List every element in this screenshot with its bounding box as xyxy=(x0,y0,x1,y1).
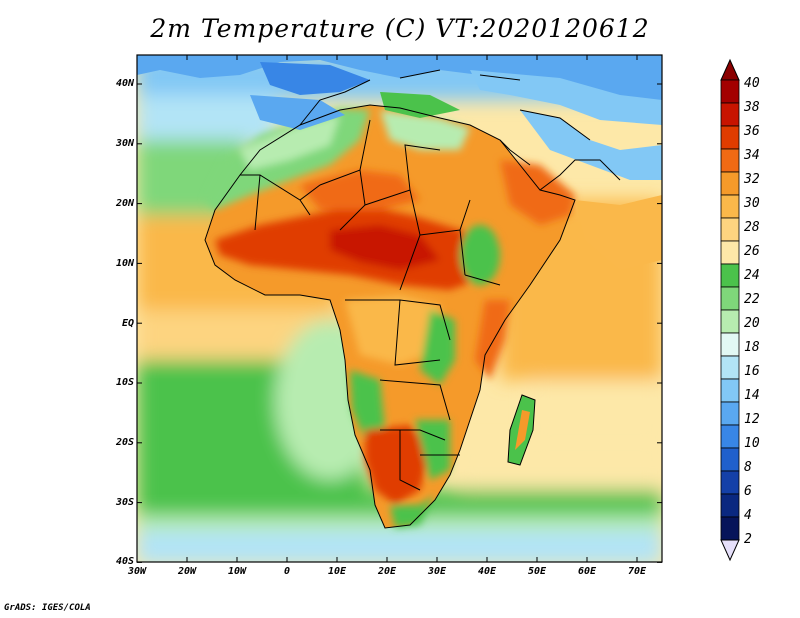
lat-label-10s: 10S xyxy=(115,377,134,388)
colorbar-bin xyxy=(720,447,740,472)
colorbar-label-28: 28 xyxy=(744,220,760,235)
colorbar xyxy=(720,58,740,562)
colorbar-label-14: 14 xyxy=(744,388,760,403)
colorbar-label-2: 2 xyxy=(744,532,752,547)
colorbar-top-triangle xyxy=(720,58,740,81)
colorbar-label-26: 26 xyxy=(744,244,760,259)
colorbar-label-38: 38 xyxy=(744,100,760,115)
map-title: 2m Temperature (C) VT:2020120612 xyxy=(150,14,650,43)
lon-label-40e: 40E xyxy=(477,566,497,577)
map-frame xyxy=(136,54,663,563)
lon-label-10e: 10E xyxy=(327,566,347,577)
lon-label-70e: 70E xyxy=(627,566,647,577)
lat-label-40s: 40S xyxy=(115,556,134,567)
colorbar-label-10: 10 xyxy=(744,436,760,451)
colorbar-bin xyxy=(720,79,740,104)
colorbar-label-12: 12 xyxy=(744,412,760,427)
colorbar-label-16: 16 xyxy=(744,364,760,379)
colorbar-bin xyxy=(720,424,740,449)
lon-label-0: 0 xyxy=(283,566,291,577)
colorbar-bin xyxy=(720,148,740,173)
colorbar-bin xyxy=(720,263,740,288)
colorbar-label-8: 8 xyxy=(744,460,752,475)
lon-label-30w: 30W xyxy=(127,566,147,577)
lon-label-60e: 60E xyxy=(577,566,597,577)
europe-region xyxy=(137,55,662,110)
lon-label-50e: 50E xyxy=(527,566,547,577)
colorbar-bin xyxy=(720,401,740,426)
colorbar-bin xyxy=(720,378,740,403)
axis-ticks xyxy=(136,55,662,563)
lat-label-eq: EQ xyxy=(121,318,134,329)
coastlines-borders xyxy=(204,69,621,529)
colorbar-label-22: 22 xyxy=(744,292,760,307)
colorbar-bottom-triangle xyxy=(720,539,740,562)
lat-label-20s: 20S xyxy=(115,437,134,448)
lat-label-40n: 40N xyxy=(115,78,134,89)
colorbar-bin xyxy=(720,516,740,541)
colorbar-bin xyxy=(720,171,740,196)
lon-label-30e: 30E xyxy=(427,566,447,577)
colorbar-bin xyxy=(720,286,740,311)
colorbar-label-24: 24 xyxy=(744,268,760,283)
colorbar-label-34: 34 xyxy=(744,148,760,163)
colorbar-label-6: 6 xyxy=(744,484,752,499)
colorbar-bin xyxy=(720,470,740,495)
colorbar-bin xyxy=(720,217,740,242)
colorbar-label-30: 30 xyxy=(744,196,760,211)
lat-label-10n: 10N xyxy=(115,258,134,269)
lon-label-20e: 20E xyxy=(377,566,397,577)
colorbar-bin xyxy=(720,194,740,219)
colorbar-label-36: 36 xyxy=(744,124,760,139)
colorbar-bin xyxy=(720,125,740,150)
temperature-field xyxy=(137,55,662,562)
colorbar-label-40: 40 xyxy=(744,76,760,91)
colorbar-label-4: 4 xyxy=(744,508,752,523)
lat-label-20n: 20N xyxy=(115,198,134,209)
colorbar-label-20: 20 xyxy=(744,316,760,331)
colorbar-bin xyxy=(720,355,740,380)
credit-text: GrADS: IGES/COLA xyxy=(4,603,91,613)
lon-label-10w: 10W xyxy=(227,566,247,577)
colorbar-bin xyxy=(720,332,740,357)
colorbar-label-18: 18 xyxy=(744,340,760,355)
lon-label-20w: 20W xyxy=(177,566,197,577)
colorbar-bin xyxy=(720,309,740,334)
colorbar-label-32: 32 xyxy=(744,172,760,187)
colorbar-bin xyxy=(720,493,740,518)
colorbar-bin xyxy=(720,102,740,127)
lat-label-30s: 30S xyxy=(115,497,134,508)
lat-label-30n: 30N xyxy=(115,138,134,149)
colorbar-bin xyxy=(720,240,740,265)
